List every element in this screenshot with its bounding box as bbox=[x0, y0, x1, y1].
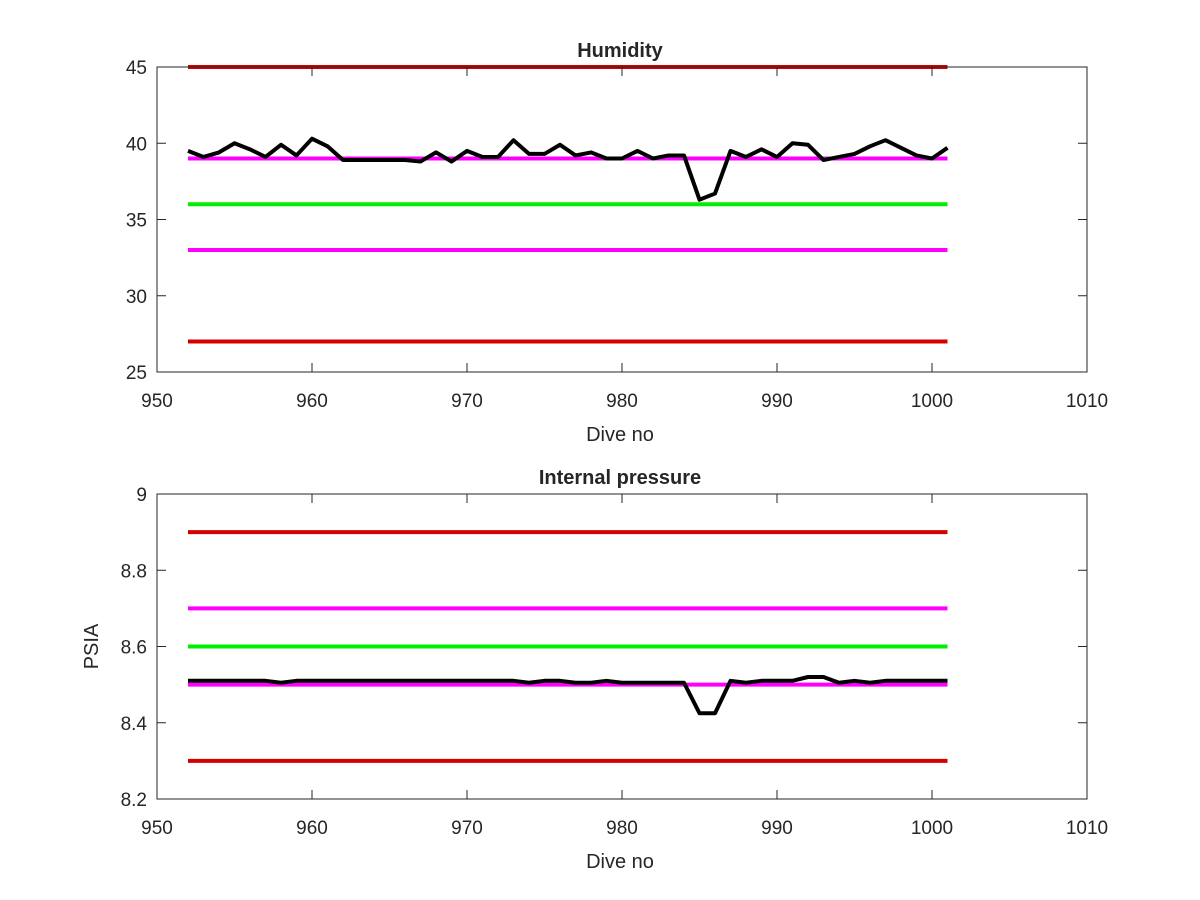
internal-pressure-y-tick-label: 8.4 bbox=[121, 714, 148, 735]
internal-pressure-series-line-0 bbox=[188, 675, 948, 716]
humidity-x-tick-label: 950 bbox=[141, 391, 173, 412]
humidity-x-axis-label: Dive no bbox=[586, 424, 654, 446]
internal-pressure-y-tick-label: 9 bbox=[136, 485, 147, 506]
humidity-y-tick-label: 45 bbox=[126, 58, 147, 79]
internal-pressure-plot: 950 960 970 980 990 1000 1010 8.2 8.4 8.6 8.8 9 Int… bbox=[81, 467, 1108, 873]
humidity-series-line-0 bbox=[187, 136, 949, 202]
humidity-y-tick-label: 40 bbox=[126, 134, 147, 155]
internal-pressure-x-tick-label: 970 bbox=[451, 818, 483, 839]
internal-pressure-x-tick-label: 990 bbox=[761, 818, 793, 839]
humidity-plot: 950 960 970 980 990 1000 1010 25 30 35 40 45 Humidi… bbox=[126, 40, 1108, 446]
humidity-tick-layer: 950 960 970 980 990 1000 1010 25 30 35 40 45 bbox=[126, 58, 1108, 412]
internal-pressure-x-tick-label: 980 bbox=[606, 818, 638, 839]
internal-pressure-x-tick-label: 1000 bbox=[911, 818, 953, 839]
internal-pressure-y-tick-label: 8.2 bbox=[121, 790, 147, 811]
humidity-axes-frame bbox=[156, 66, 1088, 373]
internal-pressure-x-tick-label: 960 bbox=[296, 818, 328, 839]
humidity-y-tick-label: 30 bbox=[126, 287, 147, 308]
humidity-x-tick-label: 960 bbox=[296, 391, 328, 412]
internal-pressure-tick-layer: 950 960 970 980 990 1000 1010 8.2 8.4 8.6 8.8 9 bbox=[121, 485, 1109, 839]
humidity-x-tick-label: 1000 bbox=[911, 391, 953, 412]
internal-pressure-x-tick-label: 950 bbox=[141, 818, 173, 839]
humidity-x-tick-label: 970 bbox=[451, 391, 483, 412]
humidity-title: Humidity bbox=[577, 40, 663, 62]
humidity-y-tick-label: 25 bbox=[126, 363, 147, 384]
internal-pressure-y-axis-label: PSIA bbox=[81, 623, 103, 669]
internal-pressure-x-axis-label: Dive no bbox=[586, 851, 654, 873]
humidity-x-tick-label: 1010 bbox=[1066, 391, 1108, 412]
internal-pressure-title: Internal pressure bbox=[539, 467, 701, 489]
humidity-x-tick-label: 990 bbox=[761, 391, 793, 412]
internal-pressure-y-tick-label: 8.6 bbox=[121, 638, 147, 659]
internal-pressure-data-layer bbox=[188, 530, 948, 763]
internal-pressure-x-tick-label: 1010 bbox=[1066, 818, 1108, 839]
humidity-x-tick-label: 980 bbox=[606, 391, 638, 412]
internal-pressure-y-tick-label: 8.8 bbox=[121, 561, 147, 582]
humidity-y-tick-label: 35 bbox=[126, 211, 147, 232]
humidity-data-layer bbox=[187, 65, 949, 344]
